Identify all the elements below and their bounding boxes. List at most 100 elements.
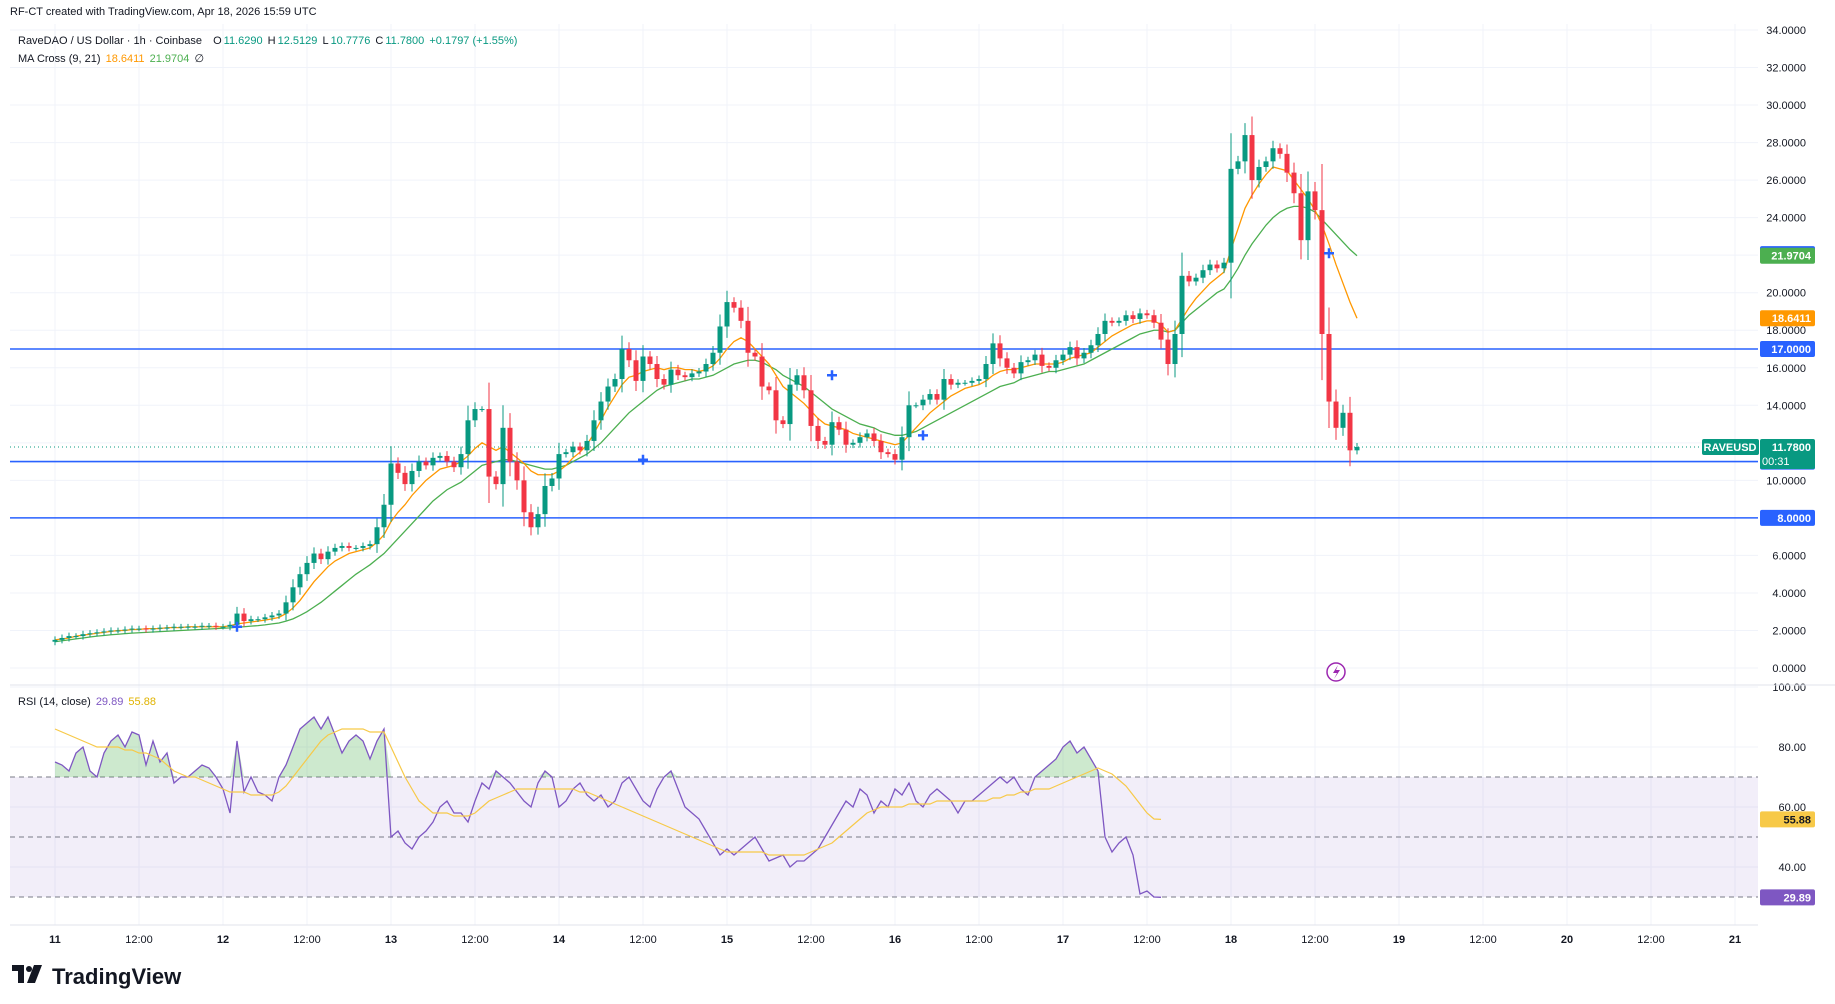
candle-body[interactable]: [1172, 333, 1178, 365]
candle-body[interactable]: [563, 452, 569, 455]
candle-body[interactable]: [857, 437, 863, 443]
candle-body[interactable]: [661, 379, 667, 385]
candle-body[interactable]: [689, 373, 695, 378]
candle-body[interactable]: [703, 364, 709, 372]
candle-body[interactable]: [486, 409, 492, 477]
candle-body[interactable]: [654, 364, 660, 380]
candle-body[interactable]: [605, 386, 611, 402]
candle-body[interactable]: [346, 546, 352, 548]
candle-body[interactable]: [647, 356, 653, 365]
candle-body[interactable]: [717, 326, 723, 353]
candle-body[interactable]: [1228, 168, 1234, 263]
candle-body[interactable]: [199, 625, 205, 627]
candle-body[interactable]: [829, 422, 835, 445]
candle-body[interactable]: [535, 514, 541, 528]
candle-body[interactable]: [920, 399, 926, 406]
candle-body[interactable]: [94, 632, 100, 634]
candle-body[interactable]: [570, 446, 576, 453]
candle-body[interactable]: [934, 394, 940, 400]
candle-body[interactable]: [318, 553, 324, 560]
candle-body[interactable]: [885, 452, 891, 455]
candle-body[interactable]: [409, 470, 415, 485]
candle-body[interactable]: [983, 364, 989, 380]
candle-body[interactable]: [731, 302, 737, 308]
candle-body[interactable]: [192, 626, 198, 628]
candle-body[interactable]: [325, 551, 331, 560]
candle-body[interactable]: [297, 574, 303, 588]
candle-body[interactable]: [871, 433, 877, 441]
candle-body[interactable]: [171, 626, 177, 628]
candle-body[interactable]: [1319, 210, 1325, 334]
candle-body[interactable]: [773, 390, 779, 421]
candle-body[interactable]: [416, 461, 422, 471]
candle-body[interactable]: [402, 472, 408, 485]
candles[interactable]: [52, 116, 1360, 646]
candle-body[interactable]: [374, 527, 380, 545]
candle-body[interactable]: [472, 409, 478, 421]
candle-body[interactable]: [941, 379, 947, 400]
candle-body[interactable]: [899, 437, 905, 460]
candle-body[interactable]: [1249, 135, 1255, 181]
candle-body[interactable]: [1011, 367, 1017, 374]
candle-body[interactable]: [542, 485, 548, 515]
candle-body[interactable]: [1039, 354, 1045, 366]
candle-body[interactable]: [1193, 277, 1199, 282]
candle-body[interactable]: [59, 637, 65, 640]
candle-body[interactable]: [1158, 322, 1164, 340]
candle-body[interactable]: [808, 390, 814, 426]
candle-body[interactable]: [430, 457, 436, 466]
candle-body[interactable]: [584, 440, 590, 451]
candle-body[interactable]: [479, 409, 485, 411]
candle-body[interactable]: [1298, 193, 1304, 241]
candle-body[interactable]: [1179, 275, 1185, 334]
candle-body[interactable]: [1137, 313, 1143, 319]
candle-body[interactable]: [976, 379, 982, 381]
candle-body[interactable]: [52, 639, 58, 642]
candle-body[interactable]: [360, 546, 366, 548]
candle-body[interactable]: [780, 420, 786, 425]
candle-body[interactable]: [73, 636, 79, 638]
candle-body[interactable]: [1004, 358, 1010, 368]
candle-body[interactable]: [1116, 320, 1122, 323]
candle-body[interactable]: [234, 613, 240, 625]
candle-body[interactable]: [521, 480, 527, 513]
candle-body[interactable]: [1144, 313, 1150, 316]
candle-body[interactable]: [1053, 360, 1059, 368]
candle-body[interactable]: [1312, 191, 1318, 211]
candle-body[interactable]: [892, 454, 898, 460]
candle-body[interactable]: [227, 624, 233, 627]
candle-body[interactable]: [129, 628, 135, 630]
candle-body[interactable]: [206, 625, 212, 627]
candle-body[interactable]: [255, 619, 261, 621]
candle-body[interactable]: [437, 455, 443, 458]
candle-body[interactable]: [1256, 166, 1262, 181]
candle-body[interactable]: [367, 544, 373, 547]
candle-body[interactable]: [178, 626, 184, 628]
candle-body[interactable]: [1025, 360, 1031, 363]
candle-body[interactable]: [304, 562, 310, 575]
candle-body[interactable]: [395, 463, 401, 473]
candle-body[interactable]: [1081, 352, 1087, 359]
candle-body[interactable]: [262, 617, 268, 620]
candle-body[interactable]: [1046, 365, 1052, 368]
candle-body[interactable]: [1095, 333, 1101, 346]
candle-body[interactable]: [752, 352, 758, 357]
candle-body[interactable]: [507, 427, 513, 462]
candle-body[interactable]: [738, 307, 744, 321]
candle-body[interactable]: [864, 433, 870, 438]
candle-body[interactable]: [311, 553, 317, 563]
candle-body[interactable]: [451, 461, 457, 468]
candle-body[interactable]: [1109, 320, 1115, 323]
candle-body[interactable]: [696, 371, 702, 374]
candle-body[interactable]: [283, 602, 289, 614]
candle-body[interactable]: [1214, 264, 1220, 269]
candle-body[interactable]: [710, 352, 716, 365]
candle-body[interactable]: [87, 633, 93, 635]
candle-body[interactable]: [1032, 354, 1038, 361]
footer-logo[interactable]: TradingView: [12, 964, 181, 990]
candle-body[interactable]: [1200, 270, 1206, 278]
candle-body[interactable]: [948, 379, 954, 385]
candle-body[interactable]: [381, 504, 387, 528]
candle-body[interactable]: [500, 427, 506, 485]
candle-body[interactable]: [906, 405, 912, 438]
